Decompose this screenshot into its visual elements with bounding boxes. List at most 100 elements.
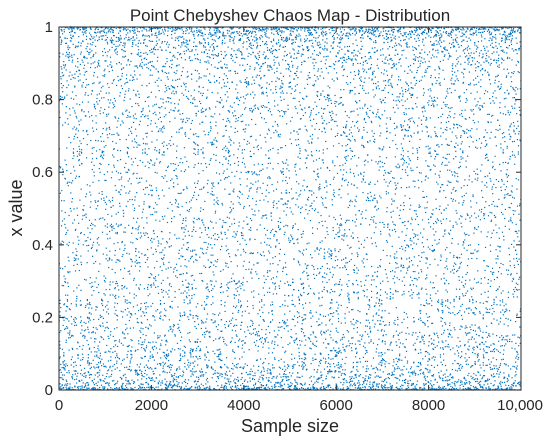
data-point (215, 146, 218, 148)
data-point (207, 226, 209, 229)
data-point (138, 287, 140, 289)
data-point (243, 351, 245, 353)
data-point (172, 162, 174, 165)
data-point (76, 207, 78, 209)
data-point (242, 367, 244, 369)
data-point (89, 27, 92, 29)
data-point (180, 315, 182, 317)
data-point (260, 254, 263, 257)
data-point (213, 81, 216, 83)
data-point (283, 370, 286, 372)
data-point (252, 252, 255, 254)
data-point (124, 366, 126, 369)
data-point (258, 30, 260, 32)
data-point (220, 291, 222, 294)
data-point (287, 379, 289, 381)
data-point (173, 186, 175, 188)
data-point (100, 107, 102, 109)
data-point (180, 127, 182, 129)
data-point (121, 49, 123, 51)
data-point (143, 366, 145, 368)
data-point (145, 312, 147, 314)
data-point (77, 342, 79, 344)
data-point (182, 41, 185, 43)
data-point (284, 179, 287, 182)
data-point (282, 319, 284, 322)
data-point (262, 346, 264, 348)
data-point (220, 330, 222, 332)
data-point (78, 379, 80, 382)
data-point (281, 115, 284, 117)
data-point (184, 313, 186, 315)
data-point (162, 218, 164, 220)
data-point (264, 31, 266, 33)
data-point (278, 329, 280, 332)
data-point (114, 287, 116, 289)
data-point (176, 177, 178, 180)
data-point (205, 115, 207, 117)
data-point (242, 367, 245, 370)
data-point (226, 374, 228, 376)
data-point (241, 373, 243, 375)
data-point (150, 185, 153, 187)
data-point (278, 64, 280, 66)
data-point (72, 128, 74, 130)
data-point (212, 271, 214, 273)
data-point (175, 275, 177, 277)
data-point (242, 281, 244, 284)
data-point (96, 372, 99, 374)
data-point (257, 163, 260, 165)
data-point (257, 380, 259, 382)
data-point (131, 198, 133, 201)
data-point (220, 366, 223, 369)
data-point (175, 37, 177, 39)
data-point (71, 56, 73, 58)
data-point (177, 376, 179, 379)
data-point (95, 32, 97, 34)
data-point (252, 332, 254, 334)
data-point (117, 120, 119, 122)
data-point (268, 312, 270, 314)
data-point (256, 359, 259, 361)
data-point (144, 355, 146, 357)
data-point (236, 378, 238, 381)
data-point (202, 187, 205, 189)
data-point (186, 292, 188, 294)
data-point (180, 36, 182, 39)
data-point (243, 138, 245, 141)
data-point (277, 220, 279, 223)
data-point (86, 240, 88, 242)
data-point (236, 265, 239, 267)
data-point (285, 176, 287, 178)
data-point (165, 315, 167, 317)
data-point (197, 35, 199, 37)
data-point (60, 82, 62, 85)
data-point (151, 194, 153, 196)
data-point (272, 257, 274, 259)
data-point (166, 349, 168, 351)
data-point (274, 358, 276, 360)
data-point (168, 238, 171, 240)
data-point (153, 207, 155, 210)
data-point (67, 123, 69, 125)
data-point (102, 112, 104, 114)
data-point (168, 44, 170, 46)
data-point (270, 278, 273, 280)
data-point (288, 284, 290, 286)
data-point (166, 385, 168, 387)
data-point (164, 362, 167, 364)
data-point (110, 331, 112, 333)
data-point (64, 265, 66, 268)
data-point (85, 213, 87, 215)
data-point (269, 66, 271, 68)
data-point (268, 287, 271, 289)
data-point (163, 33, 165, 35)
data-point (194, 153, 197, 156)
data-point (95, 26, 98, 29)
data-point (91, 387, 93, 390)
data-point (256, 191, 258, 193)
data-point (153, 284, 155, 286)
data-point (99, 149, 101, 151)
data-point (139, 369, 141, 371)
data-point (86, 244, 88, 247)
